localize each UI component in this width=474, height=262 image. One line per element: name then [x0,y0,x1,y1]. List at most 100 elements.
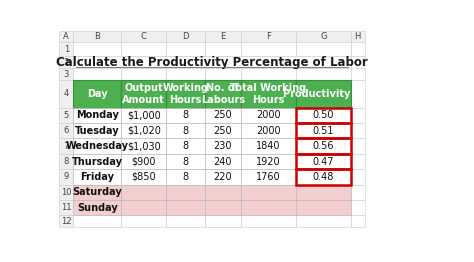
Text: 0.47: 0.47 [313,157,334,167]
Bar [205,80,241,108]
Bar [59,185,73,200]
Text: Friday: Friday [80,172,114,182]
Bar [121,31,166,42]
Bar [121,154,166,169]
Text: 250: 250 [213,110,232,120]
Bar [121,139,166,154]
Bar [296,123,351,139]
Text: Calculate the Productivity Percentage of Labor: Calculate the Productivity Percentage of… [56,56,368,69]
Bar [121,56,166,68]
Bar [166,68,205,80]
Bar [121,185,166,200]
Bar [241,31,296,42]
Bar [241,80,296,108]
Bar [205,169,241,185]
Bar [296,80,351,108]
Bar [73,139,121,154]
Bar [121,139,166,154]
Bar [205,154,241,169]
Bar [205,169,241,185]
Bar [241,68,296,80]
Bar [296,169,351,185]
Bar [351,169,365,185]
Bar [296,200,351,215]
Bar [205,139,241,154]
Bar [241,56,296,68]
Bar [121,80,166,108]
Bar [73,154,121,169]
Bar [73,200,121,215]
Text: 4: 4 [64,89,69,98]
Bar [241,108,296,123]
Bar [166,139,205,154]
Text: 1840: 1840 [256,141,281,151]
Bar [121,215,166,227]
Bar [166,154,205,169]
Text: 1: 1 [64,45,69,54]
Bar [205,139,241,154]
Bar [73,154,121,169]
Bar [296,139,351,154]
Text: 2000: 2000 [256,126,281,136]
Text: 8: 8 [182,157,189,167]
Bar [205,108,241,123]
Text: G: G [320,32,327,41]
Bar [59,31,73,42]
Bar [296,108,351,123]
Bar [205,200,241,215]
Bar [296,108,351,123]
Bar [166,123,205,139]
Bar [241,215,296,227]
Text: 8: 8 [182,172,189,182]
Bar [296,154,351,169]
Bar [166,154,205,169]
Bar [166,200,205,215]
Text: 8: 8 [182,126,189,136]
Text: Total Working
Hours: Total Working Hours [230,83,307,105]
Bar [241,154,296,169]
Text: 12: 12 [61,217,72,226]
Text: $850: $850 [131,172,156,182]
Text: 2: 2 [64,58,69,67]
Text: C: C [141,32,146,41]
Bar [73,108,121,123]
Bar [205,215,241,227]
Bar [121,200,166,215]
Text: Saturday: Saturday [73,187,122,197]
Bar [59,68,73,80]
Bar [296,139,351,154]
Text: F: F [266,32,271,41]
Bar [121,169,166,185]
Bar [296,169,351,185]
Bar [73,80,121,108]
Bar [351,108,365,123]
Bar [121,154,166,169]
Bar [241,169,296,185]
Text: B: B [94,32,100,41]
Text: 8: 8 [182,141,189,151]
Bar [73,215,121,227]
Bar [59,108,73,123]
Bar [121,108,166,123]
Bar [241,80,296,108]
Text: 5: 5 [64,111,69,120]
Bar [351,185,365,200]
Bar [73,169,121,185]
Bar [241,185,296,200]
Text: Thursday: Thursday [72,157,123,167]
Bar [205,123,241,139]
Bar [73,56,121,68]
Bar [59,169,73,185]
Bar [296,169,351,185]
Text: 1760: 1760 [256,172,281,182]
Bar [241,154,296,169]
Bar [205,123,241,139]
Bar [296,80,351,108]
Bar [241,123,296,139]
Bar [166,42,205,56]
Bar [205,154,241,169]
Text: No. of
Labours: No. of Labours [201,83,245,105]
Bar [73,80,121,108]
Bar [121,200,166,215]
Text: D: D [182,32,189,41]
